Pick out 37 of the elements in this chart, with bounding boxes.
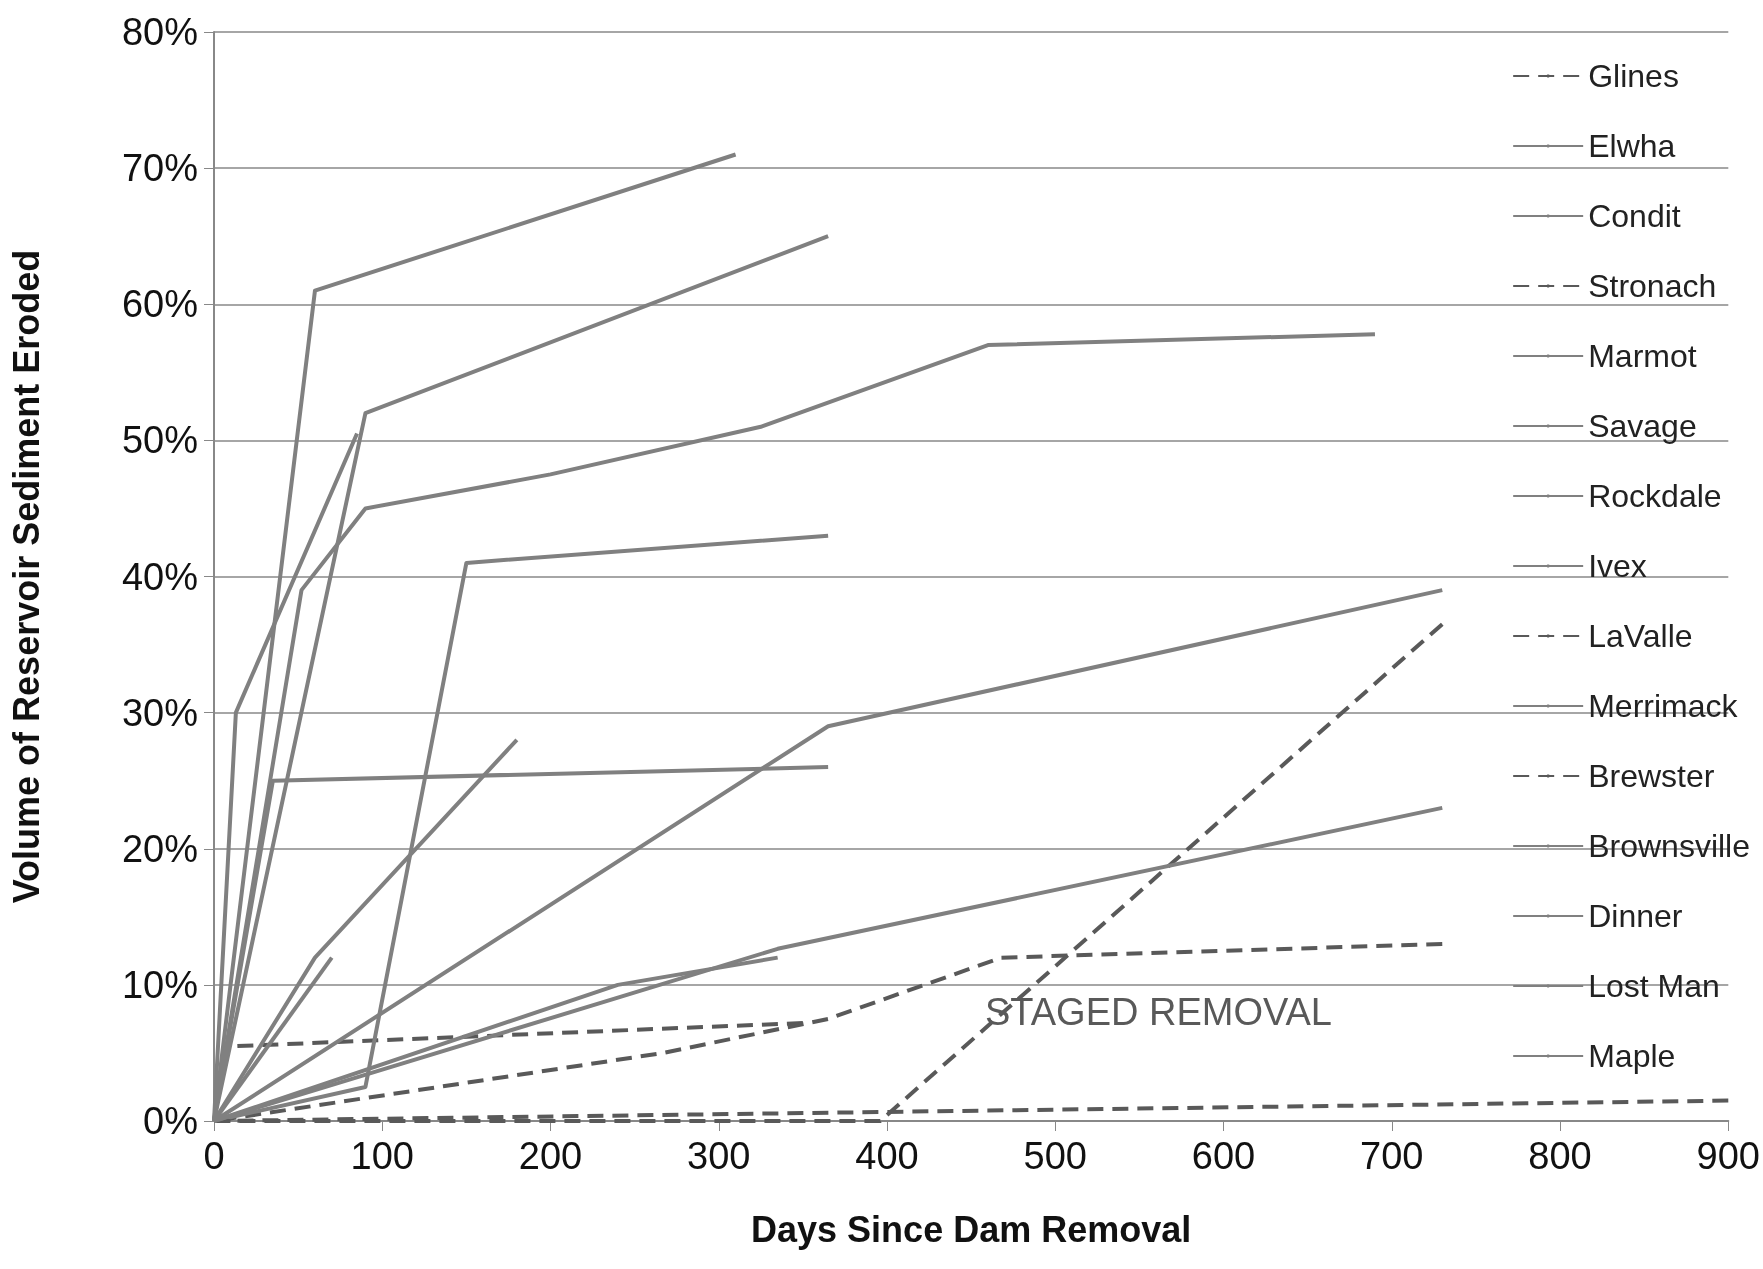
y-tick-label: 10% bbox=[121, 963, 198, 1006]
y-tick-label: 60% bbox=[121, 283, 198, 326]
legend-label: Merrimack bbox=[1588, 688, 1739, 724]
legend-label: Maple bbox=[1588, 1038, 1676, 1074]
legend-label: Savage bbox=[1588, 408, 1697, 444]
legend-label: Glines bbox=[1588, 58, 1679, 94]
x-tick-label: 0 bbox=[203, 1135, 225, 1177]
x-tick-label: 900 bbox=[1696, 1135, 1760, 1177]
x-tick-label: 200 bbox=[518, 1135, 583, 1177]
legend-label: Brewster bbox=[1588, 758, 1715, 794]
legend-label: Rockdale bbox=[1588, 478, 1722, 514]
y-tick-label: 80% bbox=[121, 11, 198, 53]
legend-label: LaValle bbox=[1588, 618, 1693, 654]
legend-label: Marmot bbox=[1588, 338, 1697, 374]
legend-label: Condit bbox=[1588, 198, 1681, 234]
legend-label: Elwha bbox=[1588, 128, 1676, 164]
x-tick-label: 400 bbox=[855, 1135, 919, 1177]
legend-label: Lost Man bbox=[1588, 968, 1720, 1004]
x-tick-label: 700 bbox=[1360, 1135, 1424, 1177]
legend-label: Dinner bbox=[1588, 898, 1683, 934]
x-tick-label: 300 bbox=[687, 1135, 751, 1177]
legend-label: Brownsville bbox=[1588, 828, 1750, 864]
x-tick-label: 800 bbox=[1528, 1135, 1592, 1177]
legend-label: Stronach bbox=[1588, 268, 1717, 304]
y-tick-label: 40% bbox=[121, 555, 198, 598]
x-tick-label: 500 bbox=[1023, 1135, 1087, 1177]
y-axis-title: Volume of Reservoir Sediment Eroded bbox=[5, 249, 47, 904]
y-tick-label: 70% bbox=[121, 147, 198, 190]
y-tick-label: 0% bbox=[143, 1100, 198, 1142]
y-tick-label: 30% bbox=[121, 691, 198, 734]
legend-label: Ivex bbox=[1588, 548, 1647, 584]
y-tick-label: 50% bbox=[121, 419, 198, 462]
x-tick-label: 600 bbox=[1191, 1135, 1256, 1177]
annotation: STAGED REMOVAL bbox=[985, 991, 1332, 1033]
x-tick-label: 100 bbox=[350, 1135, 414, 1177]
x-axis-title: Days Since Dam Removal bbox=[751, 1208, 1192, 1250]
y-tick-label: 20% bbox=[121, 827, 198, 870]
